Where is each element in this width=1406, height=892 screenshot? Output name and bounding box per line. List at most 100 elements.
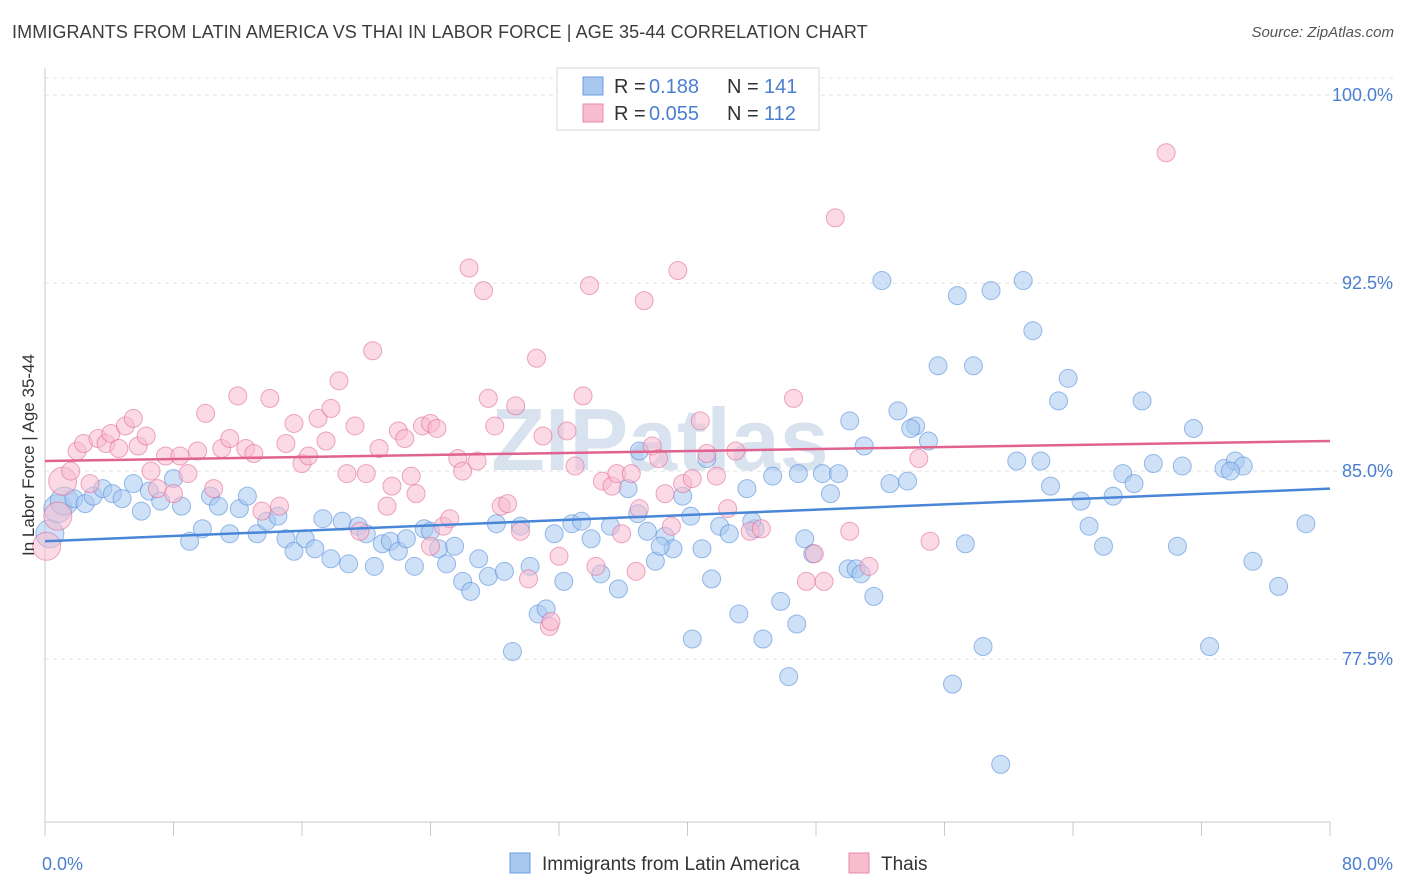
thais-point <box>459 258 479 278</box>
latin-america-point <box>1172 456 1192 476</box>
latin-america-point <box>364 556 384 576</box>
latin-america-point <box>820 484 840 504</box>
thais-point <box>196 403 216 423</box>
latin-america-point <box>396 529 416 549</box>
thais-point <box>316 431 336 451</box>
thais-point <box>321 398 341 418</box>
latin-america-trend-line <box>44 487 1331 543</box>
thais-point <box>136 426 156 446</box>
latin-america-point <box>321 549 341 569</box>
thais-point <box>474 281 494 301</box>
thais-point <box>345 416 365 436</box>
thais-point <box>655 484 675 504</box>
latin-america-point <box>1049 391 1069 411</box>
series-legend: Immigrants from Latin America Thais <box>509 852 927 875</box>
chart-title: IMMIGRANTS FROM LATIN AMERICA VS THAI IN… <box>12 22 868 42</box>
y-tick-label: 85.0% <box>1342 461 1393 481</box>
latin-america-point <box>1071 491 1091 511</box>
latin-america-point <box>753 629 773 649</box>
latin-america-point <box>787 614 807 634</box>
y-tick-labels: 77.5% 85.0% 92.5% 100.0% <box>1332 85 1393 669</box>
latin-america-point <box>719 524 739 544</box>
thais-point <box>178 464 198 484</box>
thais-point <box>32 531 62 561</box>
thais-point <box>164 484 183 504</box>
latin-america-point <box>763 466 783 486</box>
latin-america-point <box>1143 454 1163 474</box>
thais-point <box>377 496 397 516</box>
latin-america-point <box>445 536 465 556</box>
thais-point <box>188 441 208 461</box>
thais-point <box>629 499 649 519</box>
thais-point <box>406 484 426 504</box>
legend-swatch <box>582 103 604 123</box>
thais-point <box>350 521 370 541</box>
latin-america-point <box>237 486 257 506</box>
thais-point <box>61 461 81 481</box>
legend-swatch <box>582 76 604 96</box>
legend-n-value: 141 <box>764 76 797 98</box>
thais-point <box>649 449 669 469</box>
thais-point <box>751 519 771 539</box>
thais-point <box>284 413 304 433</box>
thais-point <box>485 416 505 436</box>
latin-america-point <box>963 356 983 376</box>
thais-point <box>270 496 290 516</box>
series-legend-swatch <box>848 852 870 874</box>
latin-america-point <box>729 604 749 624</box>
thais-point <box>565 456 585 476</box>
latin-america-point <box>1200 637 1220 657</box>
latin-america-point <box>461 581 481 601</box>
latin-america-point <box>918 431 938 451</box>
latin-america-point <box>872 271 892 291</box>
latin-america-point <box>898 471 918 491</box>
thais-point <box>612 524 632 544</box>
thais-point <box>498 494 518 514</box>
latin-america-point <box>1243 551 1263 571</box>
latin-america-point <box>692 539 712 559</box>
thais-point <box>401 466 421 486</box>
x-tick-label-max: 80.0% <box>1342 854 1393 874</box>
thais-point <box>109 439 129 459</box>
thais-point <box>421 536 440 556</box>
latin-america-point <box>469 549 489 569</box>
legend-r-value: 0.188 <box>649 76 699 98</box>
latin-america-point <box>901 418 921 438</box>
latin-america-point <box>1013 271 1033 291</box>
thais-point <box>228 386 248 406</box>
thais-point <box>859 556 879 576</box>
thais-point <box>682 469 702 489</box>
latin-america-point <box>1269 576 1289 596</box>
latin-america-point <box>1296 514 1316 534</box>
thais-point <box>621 464 641 484</box>
latin-america-point <box>208 496 228 516</box>
latin-america-point <box>840 411 860 431</box>
latin-america-point <box>313 509 333 529</box>
latin-america-point <box>702 569 722 589</box>
y-tick-label: 77.5% <box>1342 649 1393 669</box>
thais-point <box>382 476 402 496</box>
thais-point <box>123 408 143 428</box>
x-tick-labels: 0.0% 80.0% <box>42 854 1393 874</box>
thais-point <box>796 571 816 591</box>
latin-america-point <box>544 524 564 544</box>
latin-america-point <box>947 286 967 306</box>
latin-america-point <box>828 464 848 484</box>
legend-n-label: N = <box>727 76 759 98</box>
thais-point <box>697 444 717 464</box>
latin-america-point <box>192 519 212 539</box>
latin-america-point <box>608 579 628 599</box>
thais-point <box>308 408 328 428</box>
grid-lines <box>45 77 1393 660</box>
thais-point <box>204 479 224 499</box>
thais-point <box>260 388 280 408</box>
latin-america-point <box>1132 391 1152 411</box>
thais-point <box>527 348 547 368</box>
latin-america-point <box>637 521 657 541</box>
thais-point <box>467 451 487 471</box>
thais-point <box>580 276 600 296</box>
thais-point <box>634 291 654 311</box>
thais-point <box>337 464 357 484</box>
latin-america-point <box>779 667 799 687</box>
